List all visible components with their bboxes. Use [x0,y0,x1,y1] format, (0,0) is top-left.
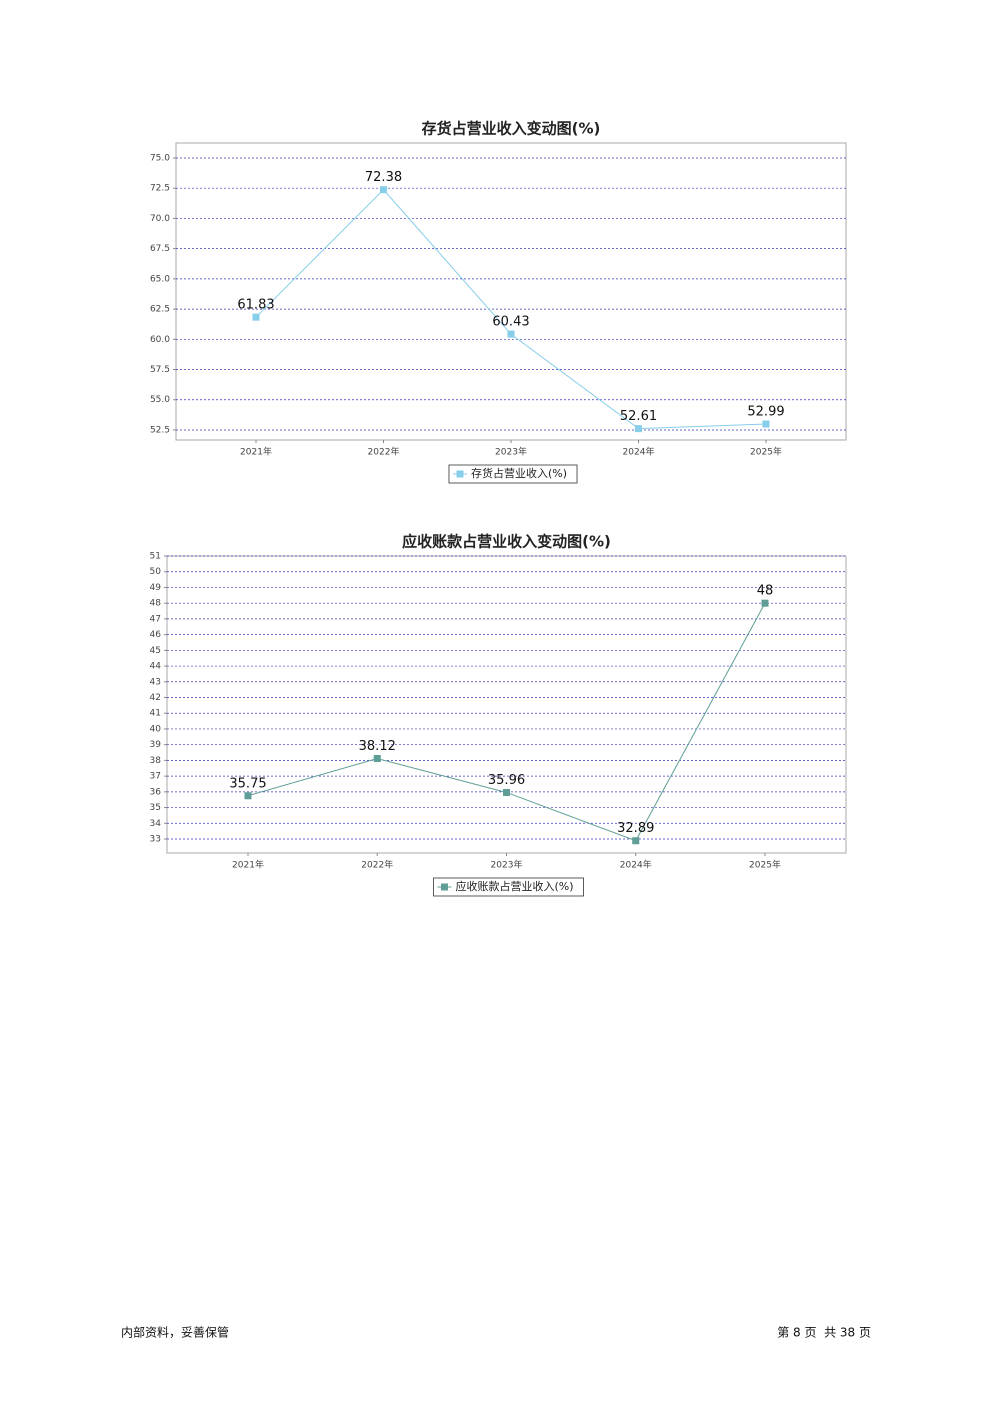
legend-marker [440,883,448,891]
data-label: 60.43 [492,315,529,330]
data-marker [503,788,510,796]
data-marker [762,420,770,428]
data-label: 72.38 [365,170,402,185]
plot-area [175,142,847,441]
data-label: 48 [757,584,774,599]
x-tick-label: 2023年 [495,446,527,458]
y-tick-label: 36 [150,787,162,797]
y-tick-label: 47 [150,614,161,624]
data-marker [244,792,252,800]
y-tick-label: 44 [150,662,162,672]
x-tick-label: 2022年 [368,446,400,458]
y-tick-label: 60.0 [150,335,170,345]
footer-right: 第 8 页 共 38 页 [777,1326,871,1340]
data-label: 38.12 [359,739,396,754]
data-marker [252,313,260,321]
x-tick-label: 2023年 [491,859,523,871]
chart-title: 存货占营业收入变动图(%) [422,120,601,138]
x-tick-label: 2025年 [750,446,782,458]
y-tick-label: 40 [150,724,162,734]
x-tick-label: 2021年 [232,859,264,871]
y-tick-label: 39 [150,740,162,750]
x-tick-label: 2024年 [623,446,655,458]
y-tick-label: 43 [150,677,161,687]
y-tick-label: 37 [150,772,161,782]
data-label: 32.89 [617,821,654,836]
y-tick-label: 62.5 [150,305,170,315]
data-label: 61.83 [237,298,274,313]
y-tick-label: 67.5 [150,244,170,254]
y-tick-label: 70.0 [150,214,170,224]
x-tick-label: 2025年 [749,859,781,871]
y-tick-label: 65.0 [150,274,170,284]
data-marker [380,186,387,194]
data-marker [635,425,642,433]
data-marker [373,755,381,763]
y-tick-label: 72.5 [150,184,170,194]
legend-label: 应收账款占营业收入(%) [455,879,573,893]
data-label: 35.96 [488,773,525,788]
legend-box [448,464,578,484]
y-tick-label: 52.5 [150,425,170,435]
y-tick-label: 50 [150,567,162,577]
x-tick-label: 2024年 [620,859,652,871]
x-tick-label: 2022年 [361,859,393,871]
y-tick-label: 38 [150,756,162,766]
data-marker [507,330,515,338]
y-tick-label: 57.5 [150,365,170,375]
data-label: 52.99 [747,405,784,420]
y-tick-label: 48 [150,599,162,609]
y-tick-label: 42 [150,693,161,703]
x-tick-label: 2021年 [240,446,272,458]
footer-left: 内部资料，妥善保管 [121,1325,229,1340]
plot-area [166,555,847,854]
y-tick-label: 33 [150,835,161,845]
chart-title: 应收账款占营业收入变动图(%) [402,533,611,551]
y-tick-label: 75.0 [150,153,170,163]
data-label: 35.75 [229,776,266,791]
y-tick-label: 34 [150,819,162,829]
y-tick-label: 55.0 [150,395,170,405]
y-tick-label: 45 [150,646,161,656]
data-label: 52.61 [620,409,657,424]
legend-box [433,877,584,897]
y-tick-label: 41 [150,709,161,719]
y-tick-label: 51 [150,552,161,562]
y-tick-label: 49 [150,583,162,593]
y-tick-label: 35 [150,803,161,813]
data-marker [632,837,640,845]
y-tick-label: 46 [150,630,162,640]
legend-label: 存货占营业收入(%) [471,466,567,480]
legend-marker [456,470,464,478]
data-marker [761,599,769,607]
